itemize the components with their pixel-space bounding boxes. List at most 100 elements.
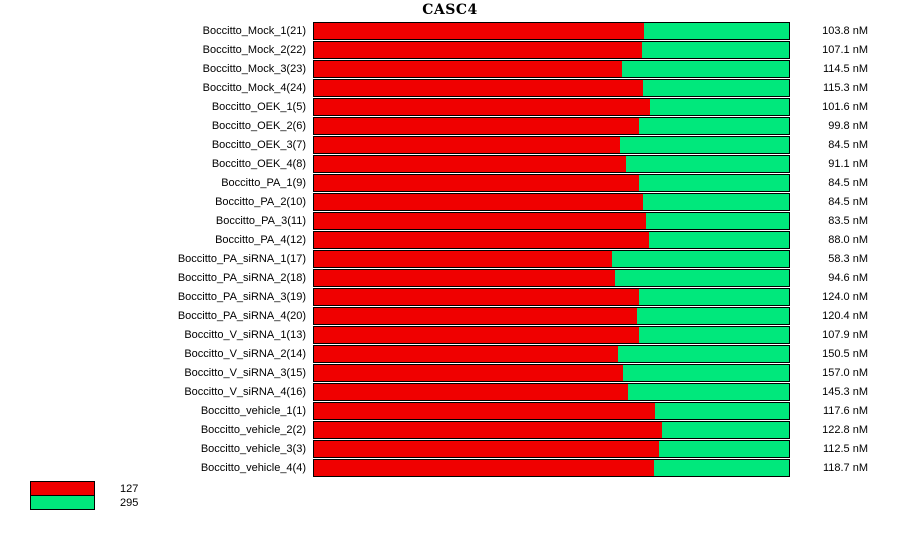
chart-row: Boccitto_vehicle_4(4) 118.7 nM (0, 458, 868, 477)
row-value: 124.0 nM (822, 290, 868, 303)
row-label: Boccitto_PA_3(11) (215, 214, 306, 227)
row-label: Boccitto_Mock_3(23) (202, 62, 306, 75)
chart-row: Boccitto_PA_siRNA_3(19) 124.0 nM (0, 287, 868, 306)
legend-item-red: 127 (30, 481, 138, 496)
row-label: Boccitto_V_siRNA_3(15) (184, 366, 306, 379)
stacked-bar (313, 458, 790, 477)
row-label: Boccitto_PA_siRNA_2(18) (177, 271, 306, 284)
chart-row: Boccitto_PA_1(9) 84.5 nM (0, 173, 868, 192)
bar-segment-green (622, 364, 789, 381)
bar-segment-green (620, 136, 789, 153)
row-label: Boccitto_V_siRNA_2(14) (184, 347, 306, 360)
row-label: Boccitto_PA_2(10) (215, 195, 306, 208)
chart-row: Boccitto_vehicle_3(3) 112.5 nM (0, 439, 868, 458)
chart-row: Boccitto_vehicle_1(1) 117.6 nM (0, 401, 868, 420)
row-label: Boccitto_V_siRNA_4(16) (184, 385, 306, 398)
stacked-bar (313, 40, 790, 59)
row-label: Boccitto_OEK_1(5) (211, 100, 306, 113)
row-label: Boccitto_PA_siRNA_3(19) (177, 290, 306, 303)
bar-segment-green (648, 231, 789, 248)
chart-row: Boccitto_V_siRNA_4(16) 145.3 nM (0, 382, 868, 401)
row-value: 99.8 nM (828, 119, 868, 132)
row-value: 91.1 nM (828, 157, 868, 170)
row-value: 101.6 nM (822, 100, 868, 113)
bar-segment-red (314, 117, 639, 134)
bar-segment-green (638, 117, 789, 134)
row-value: 122.8 nM (822, 423, 868, 436)
stacked-bar (313, 439, 790, 458)
bar-segment-red (314, 402, 656, 419)
bar-chart: Boccitto_Mock_1(21) 103.8 nM Boccitto_Mo… (0, 21, 868, 477)
chart-row: Boccitto_Mock_2(22) 107.1 nM (0, 40, 868, 59)
row-value: 107.9 nM (822, 328, 868, 341)
chart-row: Boccitto_OEK_2(6) 99.8 nM (0, 116, 868, 135)
row-value: 115.3 nM (822, 81, 868, 94)
legend-swatch-red (30, 481, 95, 496)
stacked-bar (313, 135, 790, 154)
bar-segment-green (644, 22, 789, 39)
row-value: 94.6 nM (828, 271, 868, 284)
bar-segment-red (314, 288, 639, 305)
row-value: 145.3 nM (822, 385, 868, 398)
chart-row: Boccitto_PA_siRNA_4(20) 120.4 nM (0, 306, 868, 325)
stacked-bar (313, 268, 790, 287)
row-value: 157.0 nM (822, 366, 868, 379)
row-label: Boccitto_Mock_4(24) (202, 81, 306, 94)
legend-swatch-green (30, 495, 95, 510)
stacked-bar (313, 363, 790, 382)
chart-title: CASC4 (422, 2, 478, 18)
bar-segment-red (314, 193, 644, 210)
chart-row: Boccitto_Mock_3(23) 114.5 nM (0, 59, 868, 78)
row-label: Boccitto_vehicle_2(2) (200, 423, 306, 436)
stacked-bar (313, 420, 790, 439)
chart-row: Boccitto_OEK_3(7) 84.5 nM (0, 135, 868, 154)
bar-segment-red (314, 440, 659, 457)
row-label: Boccitto_PA_4(12) (215, 233, 306, 246)
bar-segment-red (314, 231, 649, 248)
bar-segment-red (314, 383, 628, 400)
row-value: 88.0 nM (828, 233, 868, 246)
legend-label-green: 295 (120, 496, 139, 509)
bar-segment-green (637, 307, 789, 324)
row-label: Boccitto_V_siRNA_1(13) (184, 328, 306, 341)
row-value: 58.3 nM (828, 252, 868, 265)
row-label: Boccitto_OEK_2(6) (211, 119, 306, 132)
bar-segment-green (638, 174, 789, 191)
stacked-bar (313, 173, 790, 192)
chart-row: Boccitto_PA_siRNA_2(18) 94.6 nM (0, 268, 868, 287)
bar-segment-red (314, 421, 663, 438)
bar-segment-green (638, 326, 789, 343)
bar-segment-red (314, 22, 645, 39)
bar-segment-green (654, 459, 789, 476)
row-value: 114.5 nM (822, 62, 868, 75)
bar-segment-red (314, 364, 623, 381)
row-label: Boccitto_vehicle_4(4) (200, 461, 306, 474)
row-value: 107.1 nM (822, 43, 868, 56)
bar-segment-green (615, 269, 789, 286)
chart-row: Boccitto_Mock_4(24) 115.3 nM (0, 78, 868, 97)
chart-row: Boccitto_Mock_1(21) 103.8 nM (0, 21, 868, 40)
chart-row: Boccitto_OEK_4(8) 91.1 nM (0, 154, 868, 173)
bar-segment-green (646, 212, 789, 229)
stacked-bar (313, 230, 790, 249)
legend-label-red: 127 (120, 482, 139, 495)
chart-row: Boccitto_PA_2(10) 84.5 nM (0, 192, 868, 211)
stacked-bar (313, 78, 790, 97)
bar-segment-red (314, 250, 612, 267)
stacked-bar (313, 21, 790, 40)
row-value: 84.5 nM (828, 195, 868, 208)
row-value: 120.4 nM (822, 309, 868, 322)
bar-segment-red (314, 326, 639, 343)
bar-segment-red (314, 174, 639, 191)
row-label: Boccitto_OEK_4(8) (211, 157, 306, 170)
row-label: Boccitto_vehicle_3(3) (200, 442, 306, 455)
stacked-bar (313, 344, 790, 363)
legend-item-green: 295 (30, 495, 138, 510)
stacked-bar (313, 59, 790, 78)
row-value: 117.6 nM (822, 404, 868, 417)
row-label: Boccitto_OEK_3(7) (211, 138, 306, 151)
stacked-bar (313, 325, 790, 344)
stacked-bar (313, 287, 790, 306)
bar-segment-green (626, 155, 789, 172)
chart-row: Boccitto_vehicle_2(2) 122.8 nM (0, 420, 868, 439)
